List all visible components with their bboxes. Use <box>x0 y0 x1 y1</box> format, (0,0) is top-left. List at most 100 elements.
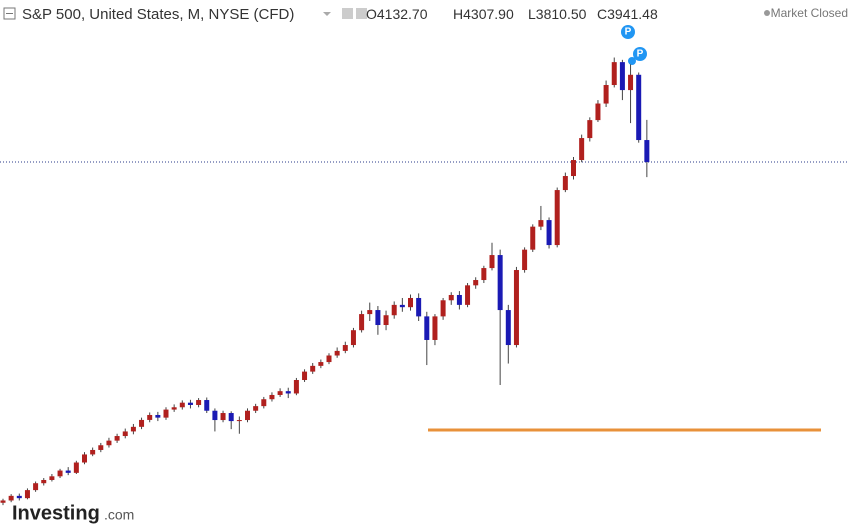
candle-body <box>130 426 136 432</box>
candle-body <box>41 479 47 484</box>
ohlc-value: 3810.50 <box>536 6 587 22</box>
candle-body <box>546 220 552 246</box>
ohlc-item: L3810.50 <box>528 6 587 22</box>
symbol-title[interactable]: S&P 500, United States, M, NYSE (CFD) <box>22 6 294 23</box>
candle-body <box>530 226 536 250</box>
ohlc-key: H <box>453 6 463 22</box>
candle-body <box>350 330 356 346</box>
ohlc-readout: O4132.70 H4307.90 L3810.50 C3941.48 <box>366 6 658 22</box>
logo-brand: Investing <box>12 502 100 524</box>
candle-body <box>98 445 104 450</box>
candle-body <box>554 190 560 246</box>
candle-body <box>416 297 422 317</box>
market-status: Market Closed <box>771 6 848 20</box>
candle-body <box>465 285 471 305</box>
eye-icon[interactable] <box>342 8 353 19</box>
candle-body <box>147 414 153 420</box>
event-marker-label: P <box>625 27 632 38</box>
status-dot <box>764 10 770 16</box>
candle-body <box>619 62 625 91</box>
logo-suffix: .com <box>104 507 134 523</box>
candle-body <box>204 400 210 411</box>
candle-body <box>628 74 634 91</box>
candle-body <box>16 495 22 499</box>
candle-body <box>334 350 340 356</box>
candle-body <box>220 413 226 421</box>
candle-body <box>196 400 202 405</box>
candle-body <box>310 365 316 372</box>
candle-body <box>49 476 55 480</box>
candle-body <box>65 470 71 473</box>
ohlc-key: O <box>366 6 377 22</box>
candle-body <box>293 380 299 394</box>
candle-body <box>408 297 413 308</box>
candle-body <box>587 120 593 139</box>
candle-body <box>212 410 218 421</box>
ohlc-value: 4307.90 <box>463 6 514 22</box>
candle-body <box>318 362 324 366</box>
candle-body <box>236 420 242 422</box>
candle-body <box>562 176 568 191</box>
plot <box>0 57 849 506</box>
event-marker[interactable] <box>621 25 635 39</box>
candle-body <box>122 431 128 437</box>
event-marker-small[interactable] <box>628 57 636 65</box>
candle-body <box>261 399 267 407</box>
candle-body <box>636 74 642 141</box>
candle-body <box>179 402 185 408</box>
candle-body <box>359 314 365 331</box>
candle-body <box>73 462 79 473</box>
candle-body <box>644 140 650 163</box>
candle-body <box>473 280 479 286</box>
candle-body <box>0 500 6 503</box>
candle-body <box>342 345 348 351</box>
candle-body <box>139 419 145 427</box>
candle-body <box>367 310 373 315</box>
candle-body <box>456 294 462 305</box>
candle-body <box>497 255 503 311</box>
ohlc-item: H4307.90 <box>453 6 514 22</box>
candle-body <box>90 449 96 455</box>
candle-body <box>187 402 193 405</box>
ohlc-value: 3941.48 <box>607 6 658 22</box>
settings-icon[interactable] <box>356 8 367 19</box>
event-marker-label: P <box>637 49 644 60</box>
candle-body <box>155 414 161 418</box>
candle-body <box>595 103 601 121</box>
candle-body <box>285 391 291 394</box>
candle-body <box>399 304 405 308</box>
candle-body <box>481 268 487 281</box>
candle-body <box>375 310 381 326</box>
candle-body <box>383 315 389 326</box>
ohlc-item: O4132.70 <box>366 6 428 22</box>
ohlc-key: L <box>528 6 536 22</box>
candle-body <box>163 409 169 418</box>
candle-body <box>505 310 511 346</box>
candle-body <box>603 85 609 104</box>
candle-body <box>538 220 544 227</box>
symbol-dropdown[interactable] <box>323 12 331 16</box>
candle-body <box>326 355 332 363</box>
candle-body <box>57 470 63 477</box>
candle-body <box>106 440 112 446</box>
candle-body <box>228 413 234 422</box>
candle-body <box>171 407 177 410</box>
ohlc-item: C3941.48 <box>597 6 658 22</box>
event-marker[interactable] <box>633 47 647 61</box>
candle-body <box>33 483 39 491</box>
candle-body <box>391 304 397 316</box>
ohlc-value: 4132.70 <box>377 6 428 22</box>
candle-body <box>611 62 617 86</box>
candle-body <box>489 255 495 269</box>
candle-body <box>269 394 275 400</box>
candle-body <box>24 490 30 499</box>
candle-body <box>302 371 308 381</box>
collapse-icon[interactable] <box>3 7 16 20</box>
candle-body <box>571 160 576 177</box>
candle-body <box>114 436 120 441</box>
candle-body <box>448 294 454 301</box>
candle-body <box>513 270 519 346</box>
candle-body <box>82 454 87 463</box>
